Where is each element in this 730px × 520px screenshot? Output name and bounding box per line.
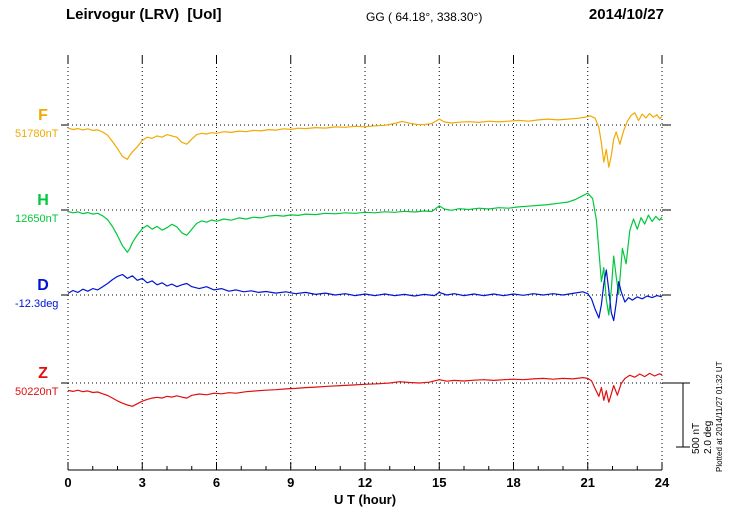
baseline-value-F: 51780nT: [15, 128, 59, 140]
x-tick-label-12: 12: [357, 475, 373, 490]
trace-D: [67, 269, 663, 322]
component-label-H: H: [37, 192, 49, 209]
x-tick-label-24: 24: [654, 475, 670, 490]
baseline-value-H: 12650nT: [15, 213, 59, 225]
plotted-at-note: Plotted at 2014/11/27 01:32 UT: [715, 361, 724, 472]
baseline-value-D: -12.3deg: [15, 298, 59, 310]
date-label: 2014/10/27: [588, 6, 664, 23]
x-tick-label-0: 0: [64, 475, 72, 490]
x-tick-label-15: 15: [432, 475, 447, 490]
x-tick-label-9: 9: [287, 475, 295, 490]
component-label-Z: Z: [38, 365, 48, 382]
trace-F: [67, 112, 663, 168]
x-tick-label-18: 18: [506, 475, 521, 490]
component-label-D: D: [37, 277, 49, 294]
component-label-F: F: [38, 107, 48, 124]
x-tick-label-6: 6: [212, 475, 221, 490]
geo-coordinates: GG ( 64.18°, 338.30°): [366, 10, 483, 24]
scale-label-deg: 2.0 deg: [703, 420, 714, 454]
station-title: Leirvogur (LRV) [UoI]: [66, 6, 222, 23]
x-axis-label: U T (hour): [333, 492, 397, 507]
trace-H: [67, 192, 663, 316]
baseline-value-Z: 50220nT: [15, 386, 59, 398]
x-tick-label-3: 3: [138, 475, 146, 490]
trace-Z: [67, 372, 663, 407]
scale-label-nt: 500 nT: [691, 422, 702, 454]
x-tick-label-21: 21: [580, 475, 595, 490]
